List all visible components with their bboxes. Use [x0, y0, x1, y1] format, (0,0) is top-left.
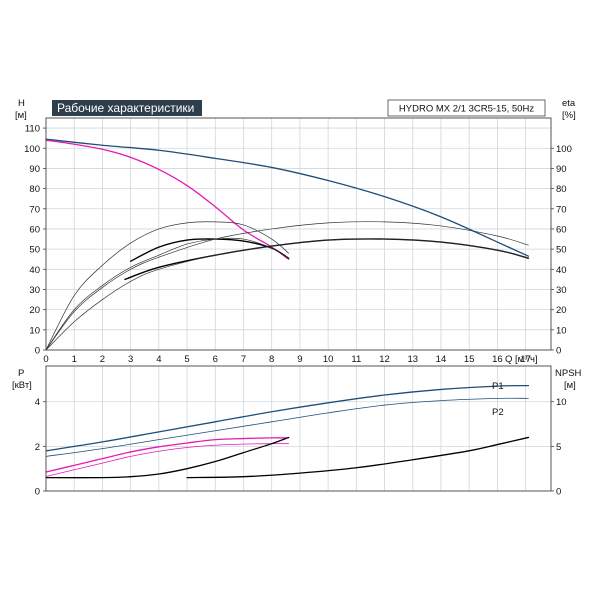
- top-left-tick-label: 70: [29, 204, 40, 215]
- bottom-left-tick-labels: 0 2 4: [35, 397, 46, 498]
- bottom-right-tick-labels: 0 5 10: [551, 397, 567, 498]
- top-grid: [45, 118, 551, 351]
- top-series-line-6: [45, 221, 529, 351]
- head-efficiency-panel: 0 1 2 3 4 5 6 7 8 9 10 11 12 13 14 15 16 17 0102030405060…: [15, 98, 576, 365]
- top-x-tick-labels: 0 1 2 3 4 5 6 7 8 9 10 11 12 13 14 15 16 17: [43, 354, 531, 365]
- bottom-left-tick-label: 4: [35, 397, 40, 408]
- top-series-line-1: [45, 139, 290, 260]
- x-tick-label: 13: [407, 354, 418, 365]
- chart-title: Рабочие характеристики: [57, 101, 194, 115]
- top-left-tick-label: 10: [29, 325, 40, 336]
- top-right-tick-label: 10: [556, 325, 567, 336]
- top-series-line-2: [129, 238, 290, 262]
- npsh-axis-unit: [м]: [564, 380, 576, 391]
- x-tick-label: 12: [379, 354, 390, 365]
- x-tick-label: 16: [492, 354, 503, 365]
- y-right-label: eta: [562, 98, 576, 109]
- x-tick-label: 14: [436, 354, 447, 365]
- x-tick-label: 10: [323, 354, 334, 365]
- top-left-tick-label: 50: [29, 245, 40, 256]
- bottom-left-tick-label: 2: [35, 442, 40, 453]
- top-right-tick-label: 90: [556, 164, 567, 175]
- top-right-tick-labels: 0 10 20 30 40 50 60 70 80 90 100: [551, 144, 572, 357]
- top-left-tick-label: 0: [35, 346, 40, 357]
- bottom-series-line-2: [45, 437, 290, 473]
- x-tick-label: 5: [184, 354, 189, 365]
- x-tick-label: 3: [128, 354, 133, 365]
- top-right-tick-label: 0: [556, 346, 561, 357]
- x-tick-label: 1: [72, 354, 77, 365]
- top-right-tick-label: 30: [556, 285, 567, 296]
- p1-series-label: P1: [492, 381, 504, 392]
- bottom-series-line-1: [45, 397, 529, 457]
- p-axis-unit: [кВт]: [12, 380, 32, 391]
- x-tick-label: 7: [241, 354, 246, 365]
- top-series-line-7: [45, 238, 529, 351]
- y-right-unit: [%]: [562, 110, 576, 121]
- bottom-plot-frame: [45, 365, 552, 492]
- p-axis-label: P: [18, 368, 24, 379]
- x-tick-label: 8: [269, 354, 274, 365]
- bottom-grid: [45, 366, 551, 492]
- x-tick-label: 6: [213, 354, 218, 365]
- top-left-tick-label: 90: [29, 164, 40, 175]
- bottom-right-tick-label: 10: [556, 397, 567, 408]
- x-tick-label: 4: [156, 354, 161, 365]
- top-right-tick-label: 20: [556, 305, 567, 316]
- x-tick-label: 15: [464, 354, 475, 365]
- top-left-tick-label: 20: [29, 305, 40, 316]
- bottom-series-line-5: [186, 436, 530, 479]
- top-series-group: [45, 138, 530, 351]
- top-right-tick-label: 100: [556, 144, 572, 155]
- x-tick-label: 17: [520, 354, 531, 365]
- bottom-series-group: [45, 384, 530, 479]
- bottom-right-tick-label: 0: [556, 487, 561, 498]
- x-tick-label: 9: [297, 354, 302, 365]
- bottom-series-line-0: [45, 384, 530, 452]
- x-tick-label: 0: [43, 354, 48, 365]
- p2-series-label: P2: [492, 407, 504, 418]
- top-left-tick-label: 100: [24, 144, 40, 155]
- top-left-tick-labels: 0 10 20 30 40 50 60 70 80 90 100 110: [24, 124, 46, 357]
- top-left-tick-label: 30: [29, 285, 40, 296]
- x-axis-label: Q [м³/ч]: [505, 354, 538, 365]
- top-left-tick-label: 110: [25, 124, 40, 135]
- bottom-series-line-4: [45, 436, 290, 479]
- top-series-line-4: [45, 237, 289, 351]
- npsh-axis-label: NPSH: [555, 368, 582, 379]
- top-plot-frame: [45, 117, 552, 351]
- power-npsh-panel: 0 2 4 0 5 10 P [кВт] NPSH [м] P1 P2: [12, 365, 582, 498]
- top-right-tick-label: 50: [556, 245, 567, 256]
- top-series-line-0: [45, 138, 530, 257]
- bottom-left-tick-label: 0: [35, 487, 40, 498]
- bottom-series-line-3: [45, 443, 290, 477]
- y-left-label: H: [18, 98, 25, 109]
- model-label-box: [387, 99, 546, 117]
- x-tick-label: 2: [100, 354, 105, 365]
- model-label: HYDRO MX 2/1 3CR5-15, 50Hz: [399, 104, 534, 115]
- top-right-tick-label: 60: [556, 224, 567, 235]
- bottom-right-tick-label: 5: [556, 442, 561, 453]
- top-right-tick-label: 70: [556, 204, 567, 215]
- y-left-unit: [м]: [15, 110, 27, 121]
- top-left-tick-label: 60: [29, 224, 40, 235]
- top-right-tick-label: 80: [556, 184, 567, 195]
- x-tick-label: 11: [351, 354, 361, 365]
- top-right-tick-label: 40: [556, 265, 567, 276]
- top-left-tick-label: 80: [29, 184, 40, 195]
- chart-title-box: [52, 100, 202, 116]
- top-left-tick-label: 40: [29, 265, 40, 276]
